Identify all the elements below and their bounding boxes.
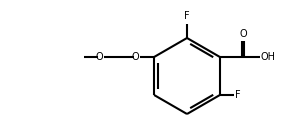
Text: F: F — [235, 90, 240, 100]
Text: O: O — [132, 52, 139, 62]
Text: OH: OH — [261, 52, 276, 62]
Text: O: O — [239, 29, 247, 39]
Text: F: F — [184, 11, 190, 21]
Text: O: O — [95, 52, 103, 62]
